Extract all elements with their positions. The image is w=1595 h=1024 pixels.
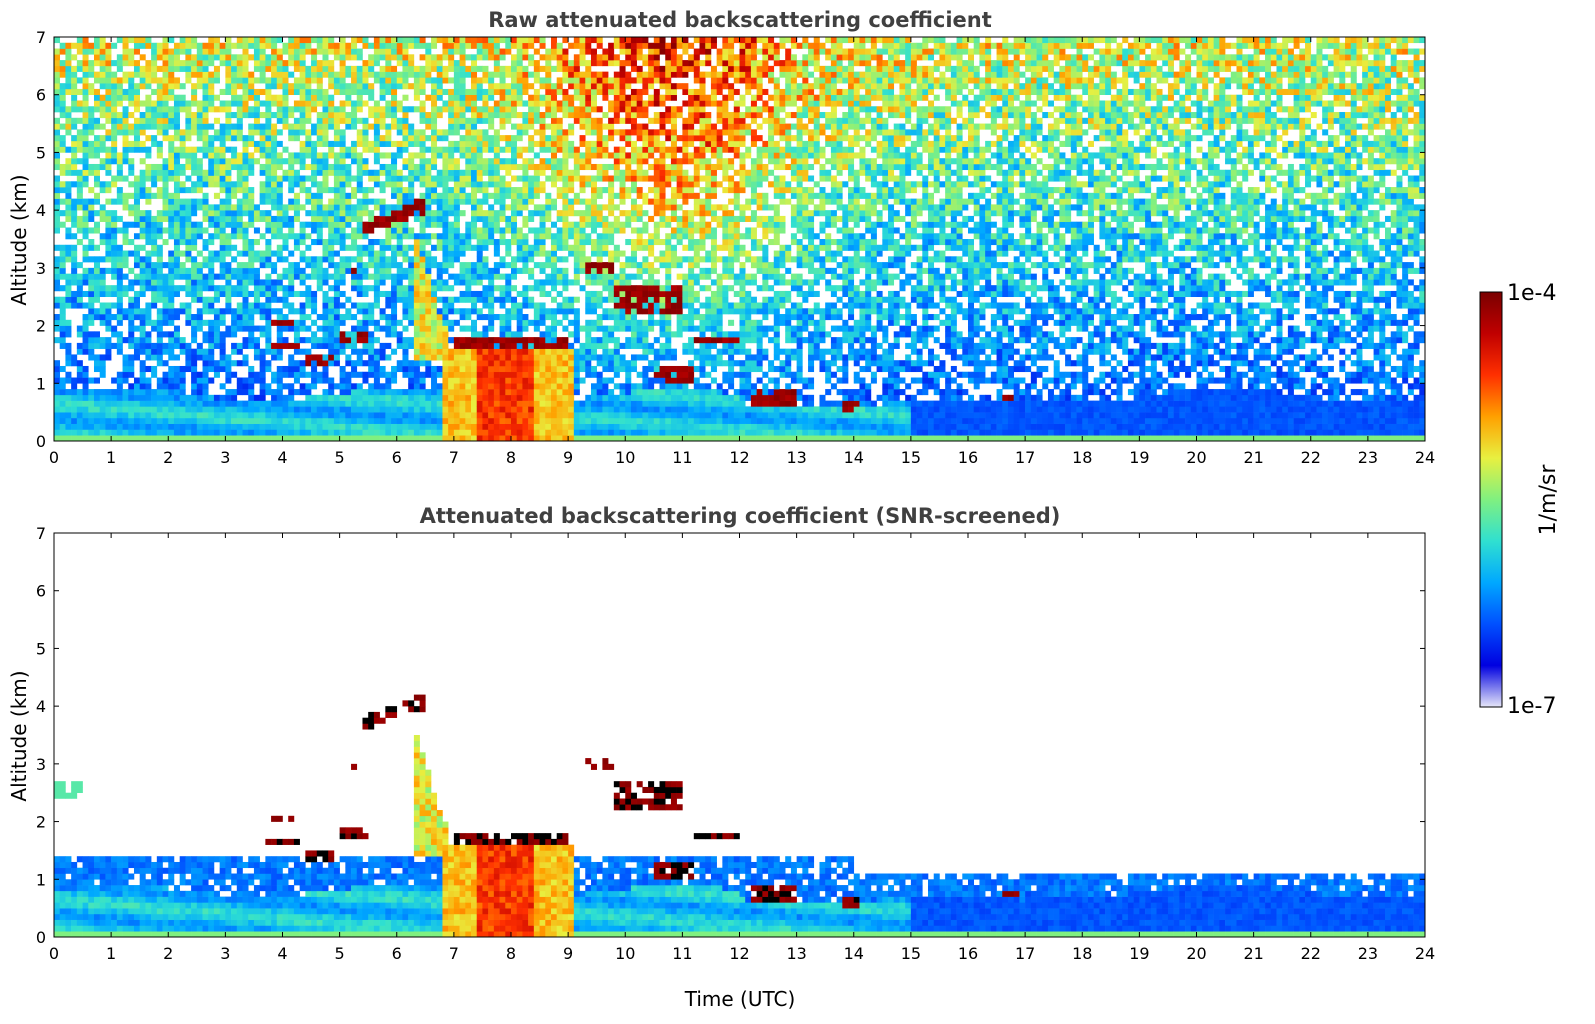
x-tick-label: 10 xyxy=(615,448,635,467)
x-tick-label: 22 xyxy=(1301,448,1321,467)
y-tick-label: 4 xyxy=(36,201,46,220)
x-tick-label: 22 xyxy=(1301,944,1321,963)
heatmap-raw xyxy=(54,37,1425,441)
x-tick-label: 16 xyxy=(958,448,978,467)
x-tick-label: 12 xyxy=(729,448,749,467)
y-tick-label: 1 xyxy=(36,374,46,393)
x-tick-label: 14 xyxy=(844,448,864,467)
x-tick-label: 6 xyxy=(392,448,402,467)
y-tick-label: 5 xyxy=(36,143,46,162)
heatmap-screened xyxy=(54,533,1425,937)
x-tick-label: 16 xyxy=(958,944,978,963)
x-tick-label: 21 xyxy=(1243,944,1263,963)
raw-backscatter-panel: Raw attenuated backscattering coefficien… xyxy=(7,8,1435,467)
x-tick-label: 14 xyxy=(844,944,864,963)
y-tick-label: 2 xyxy=(36,317,46,336)
x-tick-label: 11 xyxy=(672,448,692,467)
x-tick-label: 9 xyxy=(563,448,573,467)
x-tick-label: 18 xyxy=(1072,448,1092,467)
x-tick-label: 13 xyxy=(786,448,806,467)
y-tick-label: 0 xyxy=(36,928,46,947)
x-tick-label: 11 xyxy=(672,944,692,963)
x-tick-label: 2 xyxy=(163,944,173,963)
x-tick-label: 12 xyxy=(729,944,749,963)
x-tick-label: 8 xyxy=(506,944,516,963)
x-tick-label: 23 xyxy=(1358,448,1378,467)
x-tick-label: 21 xyxy=(1243,448,1263,467)
x-tick-label: 15 xyxy=(901,944,921,963)
x-tick-label: 20 xyxy=(1186,944,1206,963)
colorbar-unit-label: 1/m/sr xyxy=(1536,464,1561,536)
x-tick-label: 3 xyxy=(220,944,230,963)
x-tick-label: 17 xyxy=(1015,944,1035,963)
x-tick-label: 5 xyxy=(335,944,345,963)
x-tick-label: 19 xyxy=(1129,944,1149,963)
x-tick-label: 0 xyxy=(49,448,59,467)
y-tick-label: 6 xyxy=(36,582,46,601)
x-tick-label: 8 xyxy=(506,448,516,467)
x-tick-label: 4 xyxy=(277,448,287,467)
colorbar: 1e-4 1e-7 1/m/sr xyxy=(1480,281,1561,719)
x-tick-label: 0 xyxy=(49,944,59,963)
y-axis-label-raw: Altitude (km) xyxy=(7,174,31,305)
y-tick-label: 3 xyxy=(36,259,46,278)
y-tick-label: 7 xyxy=(36,524,46,543)
y-tick-label: 6 xyxy=(36,86,46,105)
y-tick-label: 0 xyxy=(36,432,46,451)
panel-title-raw: Raw attenuated backscattering coefficien… xyxy=(488,8,992,32)
x-tick-label: 1 xyxy=(106,448,116,467)
x-tick-label: 2 xyxy=(163,448,173,467)
colorbar-gradient xyxy=(1480,292,1502,707)
panel-title-screened: Attenuated backscattering coefficient (S… xyxy=(420,504,1061,528)
x-tick-label: 3 xyxy=(220,448,230,467)
heatmap-cells xyxy=(54,37,1425,441)
y-tick-label: 7 xyxy=(36,28,46,47)
screened-backscatter-panel: Attenuated backscattering coefficient (S… xyxy=(7,504,1435,1011)
x-tick-label: 19 xyxy=(1129,448,1149,467)
x-tick-label: 24 xyxy=(1415,944,1435,963)
colorbar-max-label: 1e-4 xyxy=(1507,281,1556,306)
x-tick-label: 23 xyxy=(1358,944,1378,963)
y-tick-label: 5 xyxy=(36,639,46,658)
y-tick-label: 4 xyxy=(36,697,46,716)
x-tick-label: 7 xyxy=(449,944,459,963)
x-tick-label: 1 xyxy=(106,944,116,963)
x-tick-label: 4 xyxy=(277,944,287,963)
x-tick-label: 24 xyxy=(1415,448,1435,467)
colorbar-min-label: 1e-7 xyxy=(1507,694,1556,719)
x-tick-label: 5 xyxy=(335,448,345,467)
y-tick-label: 1 xyxy=(36,870,46,889)
x-tick-label: 6 xyxy=(392,944,402,963)
y-axis-label-screened: Altitude (km) xyxy=(7,670,31,801)
x-tick-label: 15 xyxy=(901,448,921,467)
x-tick-label: 13 xyxy=(786,944,806,963)
x-tick-label: 7 xyxy=(449,448,459,467)
y-tick-label: 2 xyxy=(36,813,46,832)
x-axis-label: Time (UTC) xyxy=(684,987,796,1011)
y-tick-label: 3 xyxy=(36,755,46,774)
x-tick-label: 9 xyxy=(563,944,573,963)
x-tick-label: 17 xyxy=(1015,448,1035,467)
x-tick-label: 18 xyxy=(1072,944,1092,963)
x-tick-label: 20 xyxy=(1186,448,1206,467)
x-tick-label: 10 xyxy=(615,944,635,963)
